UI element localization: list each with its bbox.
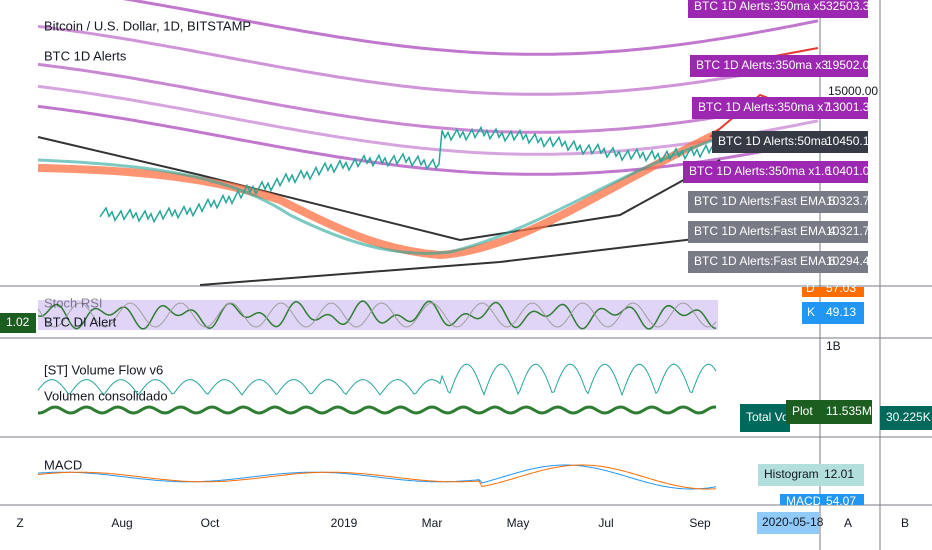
price-axis-label: 15000.00	[828, 84, 878, 98]
side-value-box	[880, 406, 932, 430]
volume-subtitle: Volumen consolidado	[44, 388, 168, 403]
side-value: 30.225K	[886, 410, 931, 424]
price-label-box	[688, 191, 868, 213]
time-tick: Mar	[422, 516, 443, 530]
ma-black	[37, 136, 721, 242]
hist-label: Histogram	[764, 467, 819, 481]
price-label-value: 10401.07	[826, 164, 876, 178]
price-label-name: BTC 1D Alerts:350ma x5	[694, 0, 826, 13]
time-tick: Jul	[598, 516, 613, 530]
rsi-title: Stoch RSI	[44, 295, 103, 310]
macd-box	[780, 494, 820, 505]
plot-value-box	[820, 400, 872, 424]
volume-title: [ST] Volume Flow v6	[44, 362, 163, 377]
price-label-box	[688, 251, 868, 273]
price-label-box	[688, 221, 868, 243]
axis-button[interactable]: B	[901, 516, 909, 530]
price-labels: BTC 1D Alerts:350ma x5 32503.33 BTC 1D Ale…	[683, 0, 876, 273]
price-label-value: 10450.13	[826, 134, 876, 148]
price-label-value: 10323.74	[826, 194, 876, 208]
k-label: K	[807, 305, 815, 319]
ema-band-2	[37, 136, 721, 255]
plot-label: Plot	[792, 404, 813, 418]
signal-line	[37, 464, 717, 490]
d-label: D	[806, 281, 815, 295]
volume-axis: 1B	[826, 339, 841, 353]
price-label-box	[712, 131, 868, 153]
volume-green	[37, 405, 717, 415]
macd-title: MACD	[44, 457, 82, 472]
price-label-value: 13001.33	[826, 100, 876, 114]
k-value-box	[820, 302, 864, 324]
price-label-value: 10294.47	[826, 254, 876, 268]
plot-value: 11.535M	[826, 404, 872, 418]
axis-button[interactable]: A	[844, 516, 852, 530]
k-box	[802, 302, 820, 324]
price-label-name: BTC 1D Alerts:350ma x1.6	[689, 164, 831, 178]
rsi-k	[37, 300, 717, 330]
ma-curve	[37, 62, 819, 134]
ma-curve	[37, 24, 819, 96]
time-axis: Aug Oct 2019 Mar May Jul Sep Z A B	[16, 516, 909, 530]
axis-button[interactable]: Z	[16, 516, 23, 530]
time-tick: May	[507, 516, 530, 530]
price-label-box	[692, 97, 868, 119]
price-label-box	[683, 161, 868, 183]
time-tick: Aug	[111, 516, 132, 530]
price-label-box	[688, 0, 868, 18]
ema-band	[37, 128, 722, 260]
time-tick: Sep	[689, 516, 711, 530]
macd-value-box	[820, 494, 864, 505]
macd-value: 54.07	[826, 494, 856, 508]
ma-curve	[122, 0, 819, 56]
total-label: Total Vol	[746, 410, 791, 424]
price-label-name: BTC 1D Alerts:350ma x3	[696, 58, 828, 72]
macd-line	[37, 464, 717, 490]
price-label-value: 10321.75	[826, 224, 876, 238]
time-tick: 2019	[331, 516, 358, 530]
hist-box	[758, 464, 820, 486]
rsi-d	[37, 302, 717, 328]
d-box	[802, 287, 820, 297]
hist-value-box	[820, 464, 864, 486]
rsi-value-box	[0, 313, 36, 333]
price-label-name: BTC 1D Alerts:Fast EMA 4	[694, 224, 836, 238]
time-tick: Oct	[201, 516, 220, 530]
cursor-date: 2020-05-18	[762, 515, 824, 529]
k-value: 49.13	[826, 305, 856, 319]
volume-flow	[37, 363, 717, 397]
price-label-value: 19502.00	[826, 58, 876, 72]
plot-box	[786, 400, 820, 424]
price-label-name: BTC 1D Alerts:350ma x7	[698, 100, 830, 114]
macd-label: MACD	[786, 494, 822, 508]
hist-value: 12.01	[824, 467, 854, 481]
price-label-name: BTC 1D Alerts:Fast EMA 6	[694, 254, 836, 268]
price-label-value: 32503.33	[826, 0, 876, 13]
price-label-name: BTC 1D Alerts:50ma	[718, 134, 828, 148]
chart-title: Bitcoin / U.S. Dollar, 1D, BITSTAMP	[44, 18, 251, 33]
rsi-value: 1.02	[6, 315, 30, 329]
price-label-box	[690, 55, 868, 77]
candles	[99, 125, 716, 224]
d-value: 57.03	[826, 281, 856, 295]
d-value-box	[820, 287, 864, 297]
cursor-date-box	[757, 512, 819, 534]
price-label-name: BTC 1D Alerts:Fast EMA 5	[694, 194, 836, 208]
rsi-name: BTC DI Alert	[44, 314, 117, 329]
total-box	[740, 404, 790, 432]
indicator-title: BTC 1D Alerts	[44, 48, 127, 63]
